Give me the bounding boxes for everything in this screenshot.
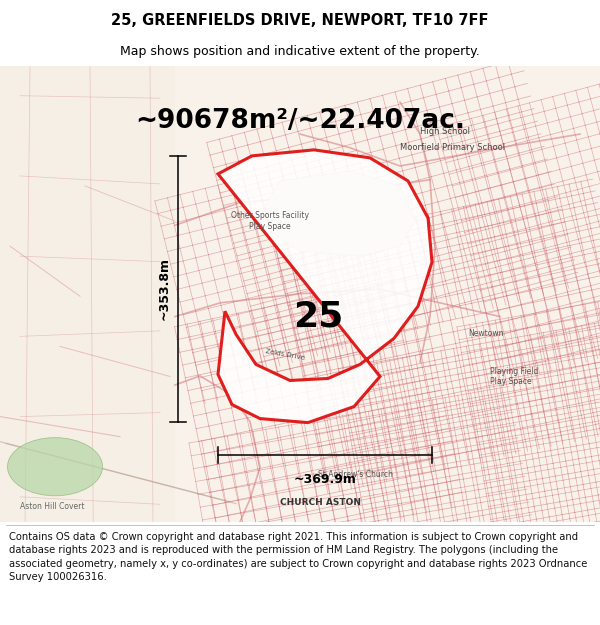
Text: ~90678m²/~22.407ac.: ~90678m²/~22.407ac. xyxy=(135,107,465,134)
Text: 25: 25 xyxy=(293,299,343,333)
Text: ~369.9m: ~369.9m xyxy=(293,472,356,486)
Bar xyxy=(0,66,175,522)
Text: Moorfield Primary School: Moorfield Primary School xyxy=(400,143,505,152)
Text: Playing Field
Play Space: Playing Field Play Space xyxy=(490,367,538,386)
Text: CHURCH ASTON: CHURCH ASTON xyxy=(280,498,361,507)
Text: 25, GREENFIELDS DRIVE, NEWPORT, TF10 7FF: 25, GREENFIELDS DRIVE, NEWPORT, TF10 7FF xyxy=(111,13,489,28)
Polygon shape xyxy=(265,171,415,256)
Text: Zеlds Drive: Zеlds Drive xyxy=(265,348,305,361)
Text: Contains OS data © Crown copyright and database right 2021. This information is : Contains OS data © Crown copyright and d… xyxy=(9,532,587,582)
Text: ~353.8m: ~353.8m xyxy=(157,258,170,320)
Text: High School: High School xyxy=(420,127,470,136)
Text: Other Sports Facility
Play Space: Other Sports Facility Play Space xyxy=(231,211,309,231)
Text: Aston Hill Covert: Aston Hill Covert xyxy=(20,502,84,511)
Text: Map shows position and indicative extent of the property.: Map shows position and indicative extent… xyxy=(120,44,480,58)
Text: Newtown: Newtown xyxy=(468,329,503,338)
Ellipse shape xyxy=(7,438,103,496)
Text: St Andrew's Church: St Andrew's Church xyxy=(317,470,392,479)
Polygon shape xyxy=(218,150,432,423)
